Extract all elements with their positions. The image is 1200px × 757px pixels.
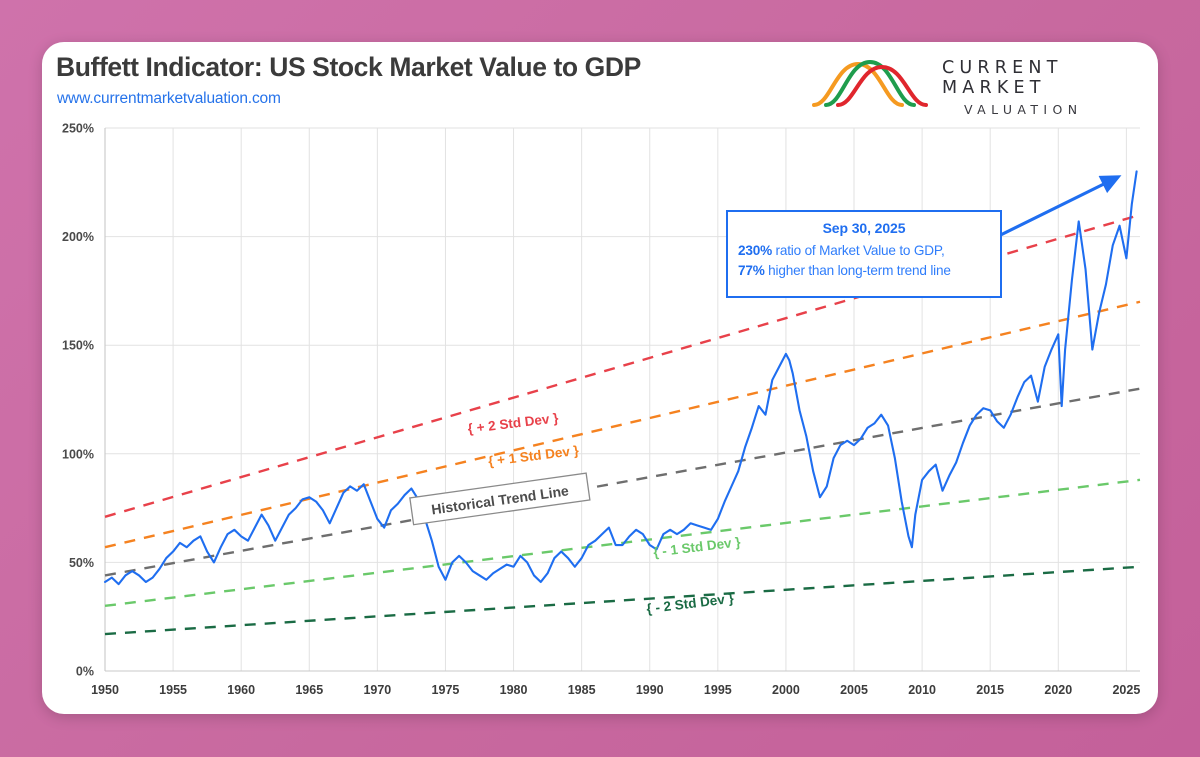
logo-name: CURRENT MARKET [942, 58, 1063, 98]
line-chart[interactable]: 0%50%100%150%200%250% 1950 1955 1960 1965 19… [42, 42, 1158, 714]
series-line [103, 170, 1138, 586]
chart-card: Buffett Indicator: US Stock Market Value… [42, 42, 1158, 714]
x-tick-label: 2025 [1112, 683, 1140, 697]
x-tick-label: 2000 [772, 683, 800, 697]
callout-line-1: 230% ratio of Market Value to GDP, [738, 241, 990, 261]
x-tick-label: 1960 [227, 683, 255, 697]
band-labels: { + 2 Std Dev }{ + 1 Std Dev }Historical… [409, 410, 742, 617]
page-title: Buffett Indicator: US Stock Market Value… [56, 52, 641, 82]
gridlines [104, 127, 1140, 672]
x-axis-ticks: 1950 1955 1960 1965 1970 1975 1980 1985 1990 1995… [91, 683, 1140, 697]
y-tick-label: 250% [62, 122, 94, 136]
x-tick-label: 2015 [976, 683, 1004, 697]
data-series [103, 170, 1138, 586]
band-line [104, 565, 1141, 636]
x-tick-label: 1970 [363, 683, 391, 697]
std-dev-bands [104, 213, 1141, 636]
callout-line-2: 77% higher than long-term trend line [738, 261, 990, 281]
x-tick-label: 1950 [91, 683, 119, 697]
callout-ratio-value: 230% [738, 243, 772, 258]
y-tick-label: 200% [62, 230, 94, 244]
callout-ratio-text: ratio of Market Value to GDP, [771, 243, 945, 258]
y-axis-ticks: 0% 50% 100% 150% 200% 250% [62, 122, 94, 679]
trend-line-label: Historical Trend Line [409, 472, 591, 526]
y-tick-label: 0% [76, 665, 94, 679]
svg-text:{ - 2 Std Dev }: { - 2 Std Dev } [646, 591, 736, 617]
site-url-link[interactable]: www.currentmarketvaluation.com [57, 90, 281, 107]
y-tick-label: 150% [62, 339, 94, 353]
x-tick-label: 1985 [568, 683, 596, 697]
band-label: { - 2 Std Dev } [646, 591, 736, 617]
x-tick-label: 1990 [636, 683, 664, 697]
y-tick-label: 100% [62, 447, 94, 461]
band-line [104, 300, 1141, 549]
x-tick-label: 2010 [908, 683, 936, 697]
logo-subtitle: VALUATION [964, 102, 1083, 117]
callout-premium-value: 77% [738, 262, 765, 278]
x-tick-label: 1975 [432, 683, 460, 697]
x-tick-label: 1965 [295, 683, 323, 697]
y-tick-label: 50% [69, 556, 94, 570]
logo-wordmark: CURRENT MARKET VALUATION [942, 58, 1142, 117]
band-line [104, 387, 1141, 577]
brand-logo[interactable]: CURRENT MARKET VALUATION [812, 50, 1142, 117]
callout-date: Sep 30, 2025 [822, 220, 906, 236]
x-tick-label: 1980 [500, 683, 528, 697]
x-tick-label: 2020 [1044, 683, 1072, 697]
plot-area: 0% 50% 100% 150% 200% 250% 1950 1955 1960 1965 19… [42, 42, 1158, 714]
x-tick-label: 1995 [704, 683, 732, 697]
callout-premium-text: higher than long-term trend line [764, 262, 951, 278]
callout-box: Sep 30, 2025 230% ratio of Market Value … [726, 210, 1002, 298]
x-tick-label: 2005 [840, 683, 868, 697]
chart-header: Buffett Indicator: US Stock Market Value… [42, 42, 1158, 128]
bell-curves-icon [812, 59, 928, 107]
band-line [104, 478, 1141, 608]
x-tick-label: 1955 [159, 683, 187, 697]
